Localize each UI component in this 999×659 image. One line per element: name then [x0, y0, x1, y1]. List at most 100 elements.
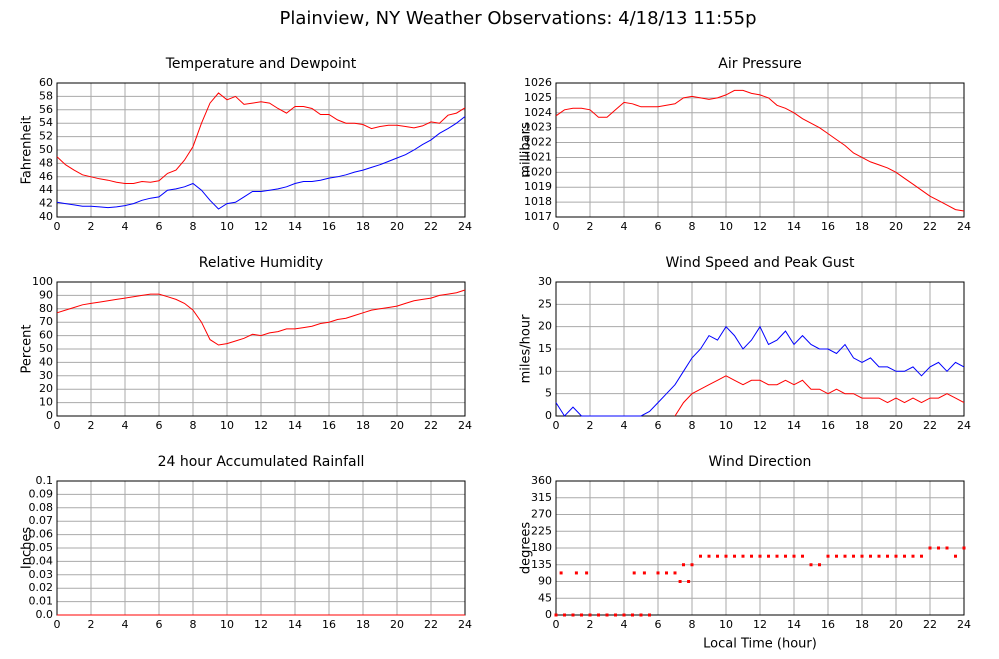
x-tick-label: 22: [923, 618, 937, 631]
y-tick-label: 60: [39, 329, 53, 342]
x-tick-label: 4: [621, 419, 628, 432]
y-tick-label: 0.1: [36, 474, 54, 487]
data-point: [563, 613, 566, 617]
y-tick-label: 40: [39, 355, 53, 368]
y-tick-label: 25: [538, 297, 552, 310]
y-tick-label: 1017: [524, 210, 552, 223]
data-point: [758, 554, 762, 558]
x-tick-label: 10: [220, 220, 234, 233]
x-tick-label: 16: [322, 419, 336, 432]
x-tick-label: 24: [458, 618, 472, 631]
x-tick-label: 4: [122, 618, 129, 631]
y-axis-label: degrees: [519, 522, 534, 575]
x-tick-label: 12: [753, 618, 767, 631]
x-tick-label: 24: [957, 220, 971, 233]
x-tick-label: 16: [821, 419, 835, 432]
y-tick-label: 10: [538, 364, 552, 377]
data-point: [639, 613, 643, 617]
y-tick-label: 20: [538, 320, 552, 333]
data-point: [767, 554, 770, 558]
y-tick-label: 1024: [524, 106, 552, 119]
x-tick-label: 0: [553, 618, 560, 631]
y-tick-label: 70: [39, 315, 53, 328]
x-tick-label: 6: [156, 618, 163, 631]
x-tick-label: 18: [855, 220, 869, 233]
data-point: [605, 613, 609, 617]
y-tick-label: 42: [39, 197, 53, 210]
data-point: [792, 554, 796, 558]
y-tick-label: 180: [531, 541, 552, 554]
data-point: [559, 571, 563, 575]
data-point: [724, 554, 728, 558]
y-tick-label: 10: [39, 396, 53, 409]
data-point: [632, 571, 636, 575]
y-tick-label: 30: [39, 369, 53, 382]
x-tick-label: 6: [156, 419, 163, 432]
x-tick-label: 4: [122, 419, 129, 432]
x-tick-label: 22: [424, 618, 438, 631]
y-tick-label: 1019: [524, 180, 552, 193]
x-tick-label: 16: [322, 618, 336, 631]
data-point: [580, 613, 583, 617]
data-point: [962, 546, 966, 550]
chart-title: Air Pressure: [718, 56, 801, 72]
x-tick-label: 0: [553, 220, 560, 233]
data-point: [928, 546, 932, 550]
x-tick-label: 18: [855, 419, 869, 432]
data-point: [574, 571, 578, 575]
x-tick-label: 12: [254, 419, 268, 432]
x-tick-label: 6: [655, 220, 662, 233]
y-tick-label: 20: [39, 382, 53, 395]
x-tick-label: 2: [88, 220, 95, 233]
y-tick-label: 1026: [524, 76, 552, 89]
data-point: [818, 563, 821, 567]
y-tick-label: 315: [531, 491, 552, 504]
data-point: [945, 546, 949, 550]
data-point: [707, 554, 711, 558]
y-tick-label: 90: [538, 575, 552, 588]
data-point: [843, 554, 847, 558]
y-tick-label: 40: [39, 210, 53, 223]
data-point: [642, 571, 646, 575]
y-tick-label: 0.05: [29, 541, 54, 554]
y-tick-label: 46: [39, 170, 53, 183]
x-tick-label: 8: [190, 419, 197, 432]
x-tick-label: 20: [390, 618, 404, 631]
data-point: [673, 571, 677, 575]
y-tick-label: 1025: [524, 91, 552, 104]
data-point: [631, 613, 634, 617]
y-axis-label: millibars: [519, 122, 534, 178]
data-point: [588, 613, 592, 617]
y-tick-label: 56: [39, 103, 53, 116]
y-tick-label: 58: [39, 89, 53, 102]
x-tick-label: 8: [689, 220, 696, 233]
x-tick-label: 14: [288, 618, 302, 631]
y-tick-label: 0.02: [29, 581, 54, 594]
y-tick-label: 60: [39, 76, 53, 89]
page-title: Plainview, NY Weather Observations: 4/18…: [279, 8, 756, 29]
data-line: [555, 89, 965, 212]
data-line: [56, 116, 466, 210]
data-point: [775, 554, 779, 558]
y-tick-label: 44: [39, 183, 53, 196]
data-point: [750, 554, 753, 558]
data-point: [801, 554, 804, 558]
x-tick-label: 14: [288, 419, 302, 432]
y-tick-label: 135: [531, 558, 552, 571]
y-tick-label: 0.08: [29, 501, 54, 514]
y-axis-label: Fahrenheit: [20, 116, 35, 185]
data-point: [614, 613, 617, 617]
data-point: [665, 571, 668, 575]
x-tick-label: 16: [322, 220, 336, 233]
data-point: [860, 554, 864, 558]
y-tick-label: 0: [545, 409, 552, 422]
data-point: [886, 554, 889, 558]
data-point: [911, 554, 915, 558]
x-tick-label: 22: [923, 220, 937, 233]
data-point: [809, 563, 813, 567]
y-tick-label: 0.03: [29, 568, 54, 581]
y-tick-label: 15: [538, 342, 552, 355]
x-tick-label: 4: [621, 220, 628, 233]
x-tick-label: 12: [254, 220, 268, 233]
x-axis-label: Local Time (hour): [703, 637, 817, 652]
